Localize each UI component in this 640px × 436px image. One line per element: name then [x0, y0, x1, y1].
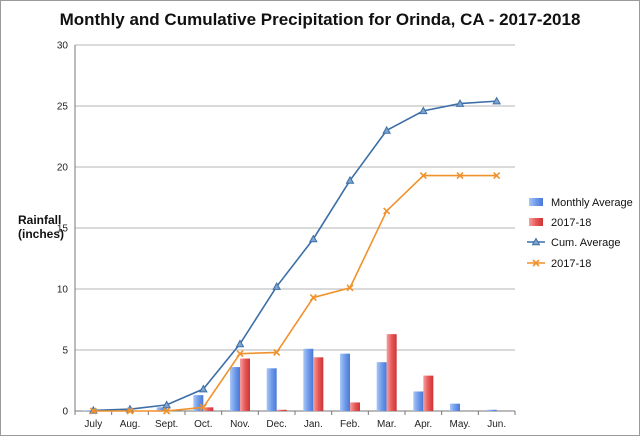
x-tick-label: Jun. — [487, 419, 506, 430]
x-tick-label: Dec. — [266, 419, 287, 430]
x-tick-label: Nov. — [230, 419, 250, 430]
chart-title: Monthly and Cumulative Precipitation for… — [59, 10, 581, 29]
cumulative-2017-18-point — [309, 293, 317, 302]
monthly-2017-18-bar — [240, 358, 250, 411]
legend-label: Cum. Average — [551, 237, 621, 249]
y-tick-label: 15 — [57, 224, 69, 235]
monthly-2017-18-bar — [350, 402, 360, 411]
monthly-2017-18-bar — [276, 409, 287, 411]
cumulative-2017-18-point — [126, 407, 134, 415]
legend-marker — [531, 237, 541, 246]
legend-label: 2017-18 — [551, 217, 591, 229]
monthly-average-bar — [266, 368, 277, 411]
monthly-average-bar — [230, 367, 240, 411]
legend-marker — [532, 259, 540, 267]
cumulative-average-point — [235, 339, 245, 348]
monthly-2017-18-bar — [203, 407, 214, 411]
cumulative-2017-18-point — [419, 171, 427, 180]
cumulative-2017-18-point — [456, 171, 464, 180]
y-axis-label-line-2: (inches) — [18, 227, 65, 241]
monthly-average-bar — [413, 391, 424, 411]
y-axis-label-line-1: Rainfall — [18, 213, 62, 227]
cumulative-2017-18-point — [273, 348, 281, 357]
y-tick-label: 5 — [62, 346, 68, 357]
cumulative-2017-18-point — [163, 407, 171, 415]
x-tick-label: Oct. — [194, 419, 212, 430]
monthly-average-bar — [156, 407, 167, 411]
legend-label: Monthly Average — [551, 197, 633, 209]
cumulative-average-point — [455, 99, 465, 107]
y-tick-label: 0 — [62, 407, 68, 418]
cumulative-average-point — [382, 125, 392, 134]
cumulative-2017-18-point — [236, 350, 244, 358]
cumulative-average-point — [162, 400, 172, 409]
y-tick-label: 30 — [57, 41, 69, 52]
y-tick-label: 20 — [57, 163, 69, 174]
monthly-average-bar — [450, 403, 460, 411]
y-tick-label: 25 — [57, 102, 69, 113]
cumulative-average-point — [308, 234, 318, 243]
x-tick-label: May. — [450, 419, 471, 430]
y-tick-label: 10 — [57, 285, 69, 296]
legend-label: 2017-18 — [551, 258, 591, 270]
cumulative-average-point — [492, 96, 502, 105]
cumulative-average-point — [418, 106, 428, 115]
x-tick-label: July — [84, 419, 102, 430]
monthly-2017-18-bar — [423, 375, 434, 411]
cumulative-2017-18-point — [346, 284, 354, 292]
x-tick-label: Sept. — [155, 419, 178, 430]
monthly-average-bar — [83, 410, 94, 411]
monthly-2017-18-bar — [386, 334, 397, 411]
legend-swatch — [529, 218, 543, 226]
monthly-average-bar — [303, 348, 314, 411]
x-tick-label: Apr. — [414, 419, 432, 430]
monthly-average-bar — [193, 395, 204, 411]
cumulative-average-point — [272, 282, 282, 290]
x-tick-label: Aug. — [120, 419, 141, 430]
legend-swatch — [529, 198, 543, 206]
monthly-average-bar — [376, 362, 387, 411]
x-tick-label: Mar. — [377, 419, 396, 430]
monthly-2017-18-bar — [313, 357, 324, 411]
x-tick-label: Feb. — [340, 419, 360, 430]
cumulative-average-point — [345, 175, 355, 184]
cumulative-2017-18-point — [383, 207, 391, 215]
monthly-average-bar — [340, 353, 350, 411]
cumulative-average-line — [93, 100, 497, 412]
monthly-average-bar — [486, 409, 497, 411]
x-tick-label: Jan. — [304, 419, 323, 430]
cumulative-2017-18-point — [89, 407, 97, 415]
y-axis-label: Rainfall (inches) — [18, 213, 64, 241]
cumulative-2017-18-point — [493, 171, 501, 180]
cumulative-2017-18-point — [199, 403, 207, 411]
cumulative-average-point — [198, 384, 208, 393]
cumulative-2017-18-line — [93, 174, 497, 412]
